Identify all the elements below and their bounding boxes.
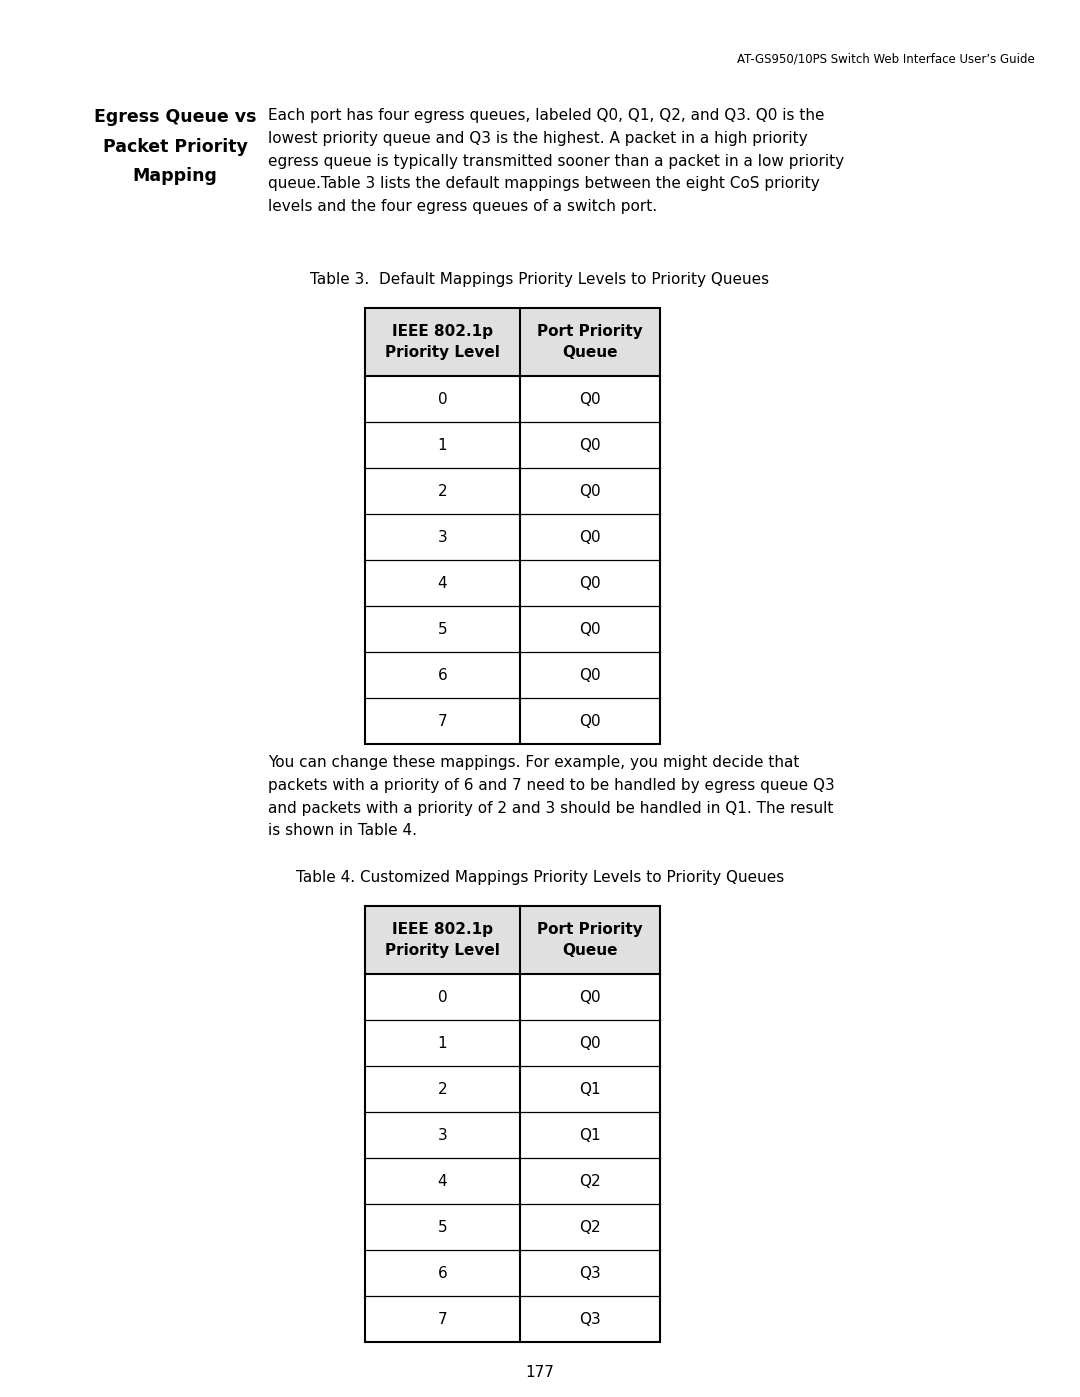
Text: and packets with a priority of 2 and 3 should be handled in Q1. The result: and packets with a priority of 2 and 3 s…: [268, 800, 834, 816]
Text: 6: 6: [437, 1266, 447, 1281]
Text: Q0: Q0: [579, 576, 600, 591]
Text: Q2: Q2: [579, 1220, 600, 1235]
Text: 6: 6: [437, 668, 447, 683]
Bar: [365, 907, 660, 974]
Text: Q0: Q0: [579, 529, 600, 545]
Text: 177: 177: [526, 1365, 554, 1380]
Text: Q0: Q0: [579, 622, 600, 637]
Text: 1: 1: [437, 1035, 447, 1051]
Text: lowest priority queue and Q3 is the highest. A packet in a high priority: lowest priority queue and Q3 is the high…: [268, 131, 808, 145]
Text: 5: 5: [437, 1220, 447, 1235]
Text: levels and the four egress queues of a switch port.: levels and the four egress queues of a s…: [268, 200, 657, 214]
Text: 2: 2: [437, 483, 447, 499]
Text: 2: 2: [437, 1081, 447, 1097]
Text: 4: 4: [437, 576, 447, 591]
Text: Q1: Q1: [579, 1081, 600, 1097]
Text: Port Priority
Queue: Port Priority Queue: [537, 324, 643, 360]
Text: Q0: Q0: [579, 483, 600, 499]
Text: queue.Table 3 lists the default mappings between the eight CoS priority: queue.Table 3 lists the default mappings…: [268, 176, 820, 191]
Text: 7: 7: [437, 1312, 447, 1327]
Text: Table 4. Customized Mappings Priority Levels to Priority Queues: Table 4. Customized Mappings Priority Le…: [296, 870, 784, 886]
Text: Port Priority
Queue: Port Priority Queue: [537, 922, 643, 958]
Text: Q3: Q3: [579, 1266, 600, 1281]
Text: Each port has four egress queues, labeled Q0, Q1, Q2, and Q3. Q0 is the: Each port has four egress queues, labele…: [268, 108, 824, 123]
Text: Q0: Q0: [579, 1035, 600, 1051]
Text: 1: 1: [437, 437, 447, 453]
Text: 5: 5: [437, 622, 447, 637]
Text: Egress Queue vs: Egress Queue vs: [94, 108, 256, 126]
Text: Q2: Q2: [579, 1173, 600, 1189]
Text: Mapping: Mapping: [133, 168, 217, 184]
Text: 4: 4: [437, 1173, 447, 1189]
Text: Packet Priority: Packet Priority: [103, 137, 247, 155]
Text: 7: 7: [437, 714, 447, 728]
Text: IEEE 802.1p
Priority Level: IEEE 802.1p Priority Level: [386, 324, 500, 360]
Text: 0: 0: [437, 989, 447, 1004]
Bar: [365, 307, 660, 745]
Text: Q0: Q0: [579, 989, 600, 1004]
Text: AT-GS950/10PS Switch Web Interface User’s Guide: AT-GS950/10PS Switch Web Interface User’…: [738, 52, 1035, 66]
Text: is shown in Table 4.: is shown in Table 4.: [268, 823, 417, 838]
Text: 3: 3: [437, 529, 447, 545]
Text: Q0: Q0: [579, 714, 600, 728]
Bar: [365, 907, 660, 1343]
Text: Q0: Q0: [579, 391, 600, 407]
Text: 3: 3: [437, 1127, 447, 1143]
Text: Q0: Q0: [579, 668, 600, 683]
Text: Q0: Q0: [579, 437, 600, 453]
Text: IEEE 802.1p
Priority Level: IEEE 802.1p Priority Level: [386, 922, 500, 958]
Text: Table 3.  Default Mappings Priority Levels to Priority Queues: Table 3. Default Mappings Priority Level…: [310, 272, 770, 286]
Text: You can change these mappings. For example, you might decide that: You can change these mappings. For examp…: [268, 754, 799, 770]
Text: Q1: Q1: [579, 1127, 600, 1143]
Bar: [365, 307, 660, 376]
Text: 0: 0: [437, 391, 447, 407]
Text: Q3: Q3: [579, 1312, 600, 1327]
Text: egress queue is typically transmitted sooner than a packet in a low priority: egress queue is typically transmitted so…: [268, 154, 845, 169]
Text: packets with a priority of 6 and 7 need to be handled by egress queue Q3: packets with a priority of 6 and 7 need …: [268, 778, 835, 793]
